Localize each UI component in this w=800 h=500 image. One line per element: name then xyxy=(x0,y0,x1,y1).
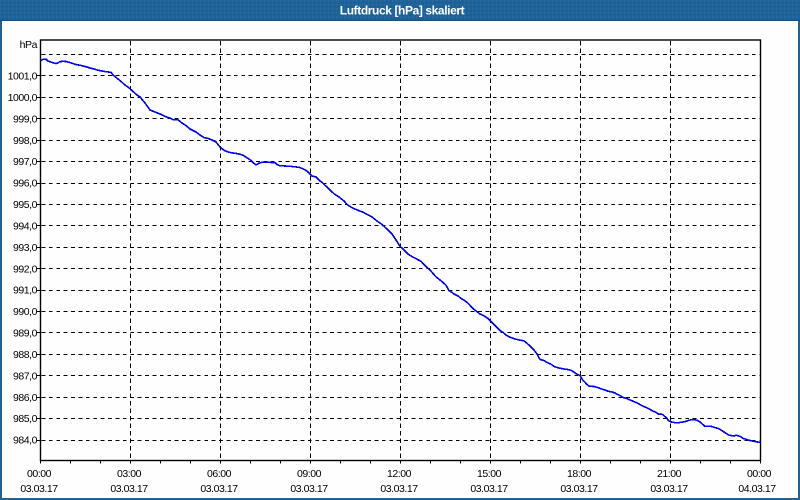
svg-text:984,0: 984,0 xyxy=(13,435,38,447)
svg-text:03.03.17: 03.03.17 xyxy=(200,483,238,495)
svg-text:998,0: 998,0 xyxy=(13,135,38,147)
svg-text:09:00: 09:00 xyxy=(297,468,322,480)
svg-text:03:00: 03:00 xyxy=(117,468,142,480)
svg-text:00:00: 00:00 xyxy=(747,468,772,480)
svg-text:992,0: 992,0 xyxy=(13,263,38,275)
svg-text:988,0: 988,0 xyxy=(13,349,38,361)
svg-text:985,0: 985,0 xyxy=(13,413,38,425)
svg-text:04.03.17: 04.03.17 xyxy=(738,483,776,495)
svg-text:1000,0: 1000,0 xyxy=(8,92,38,104)
svg-text:Luftdruck [hPa] skaliert: Luftdruck [hPa] skaliert xyxy=(340,3,465,17)
svg-text:03.03.17: 03.03.17 xyxy=(380,483,418,495)
svg-text:hPa: hPa xyxy=(20,39,38,51)
svg-text:999,0: 999,0 xyxy=(13,113,38,125)
svg-text:995,0: 995,0 xyxy=(13,199,38,211)
svg-text:987,0: 987,0 xyxy=(13,370,38,382)
svg-text:00:00: 00:00 xyxy=(27,468,52,480)
svg-text:03.03.17: 03.03.17 xyxy=(560,483,598,495)
svg-text:986,0: 986,0 xyxy=(13,392,38,404)
svg-text:994,0: 994,0 xyxy=(13,221,38,233)
svg-text:18:00: 18:00 xyxy=(567,468,592,480)
svg-text:990,0: 990,0 xyxy=(13,306,38,318)
svg-text:03.03.17: 03.03.17 xyxy=(290,483,328,495)
svg-text:989,0: 989,0 xyxy=(13,328,38,340)
svg-text:1001,0: 1001,0 xyxy=(8,71,38,83)
svg-text:12:00: 12:00 xyxy=(387,468,412,480)
svg-text:06:00: 06:00 xyxy=(207,468,232,480)
svg-text:21:00: 21:00 xyxy=(657,468,682,480)
svg-text:03.03.17: 03.03.17 xyxy=(20,483,58,495)
svg-text:15:00: 15:00 xyxy=(477,468,502,480)
svg-text:996,0: 996,0 xyxy=(13,178,38,190)
svg-text:03.03.17: 03.03.17 xyxy=(650,483,688,495)
svg-text:03.03.17: 03.03.17 xyxy=(470,483,508,495)
svg-text:993,0: 993,0 xyxy=(13,242,38,254)
svg-text:03.03.17: 03.03.17 xyxy=(110,483,148,495)
svg-text:997,0: 997,0 xyxy=(13,156,38,168)
svg-text:991,0: 991,0 xyxy=(13,285,38,297)
